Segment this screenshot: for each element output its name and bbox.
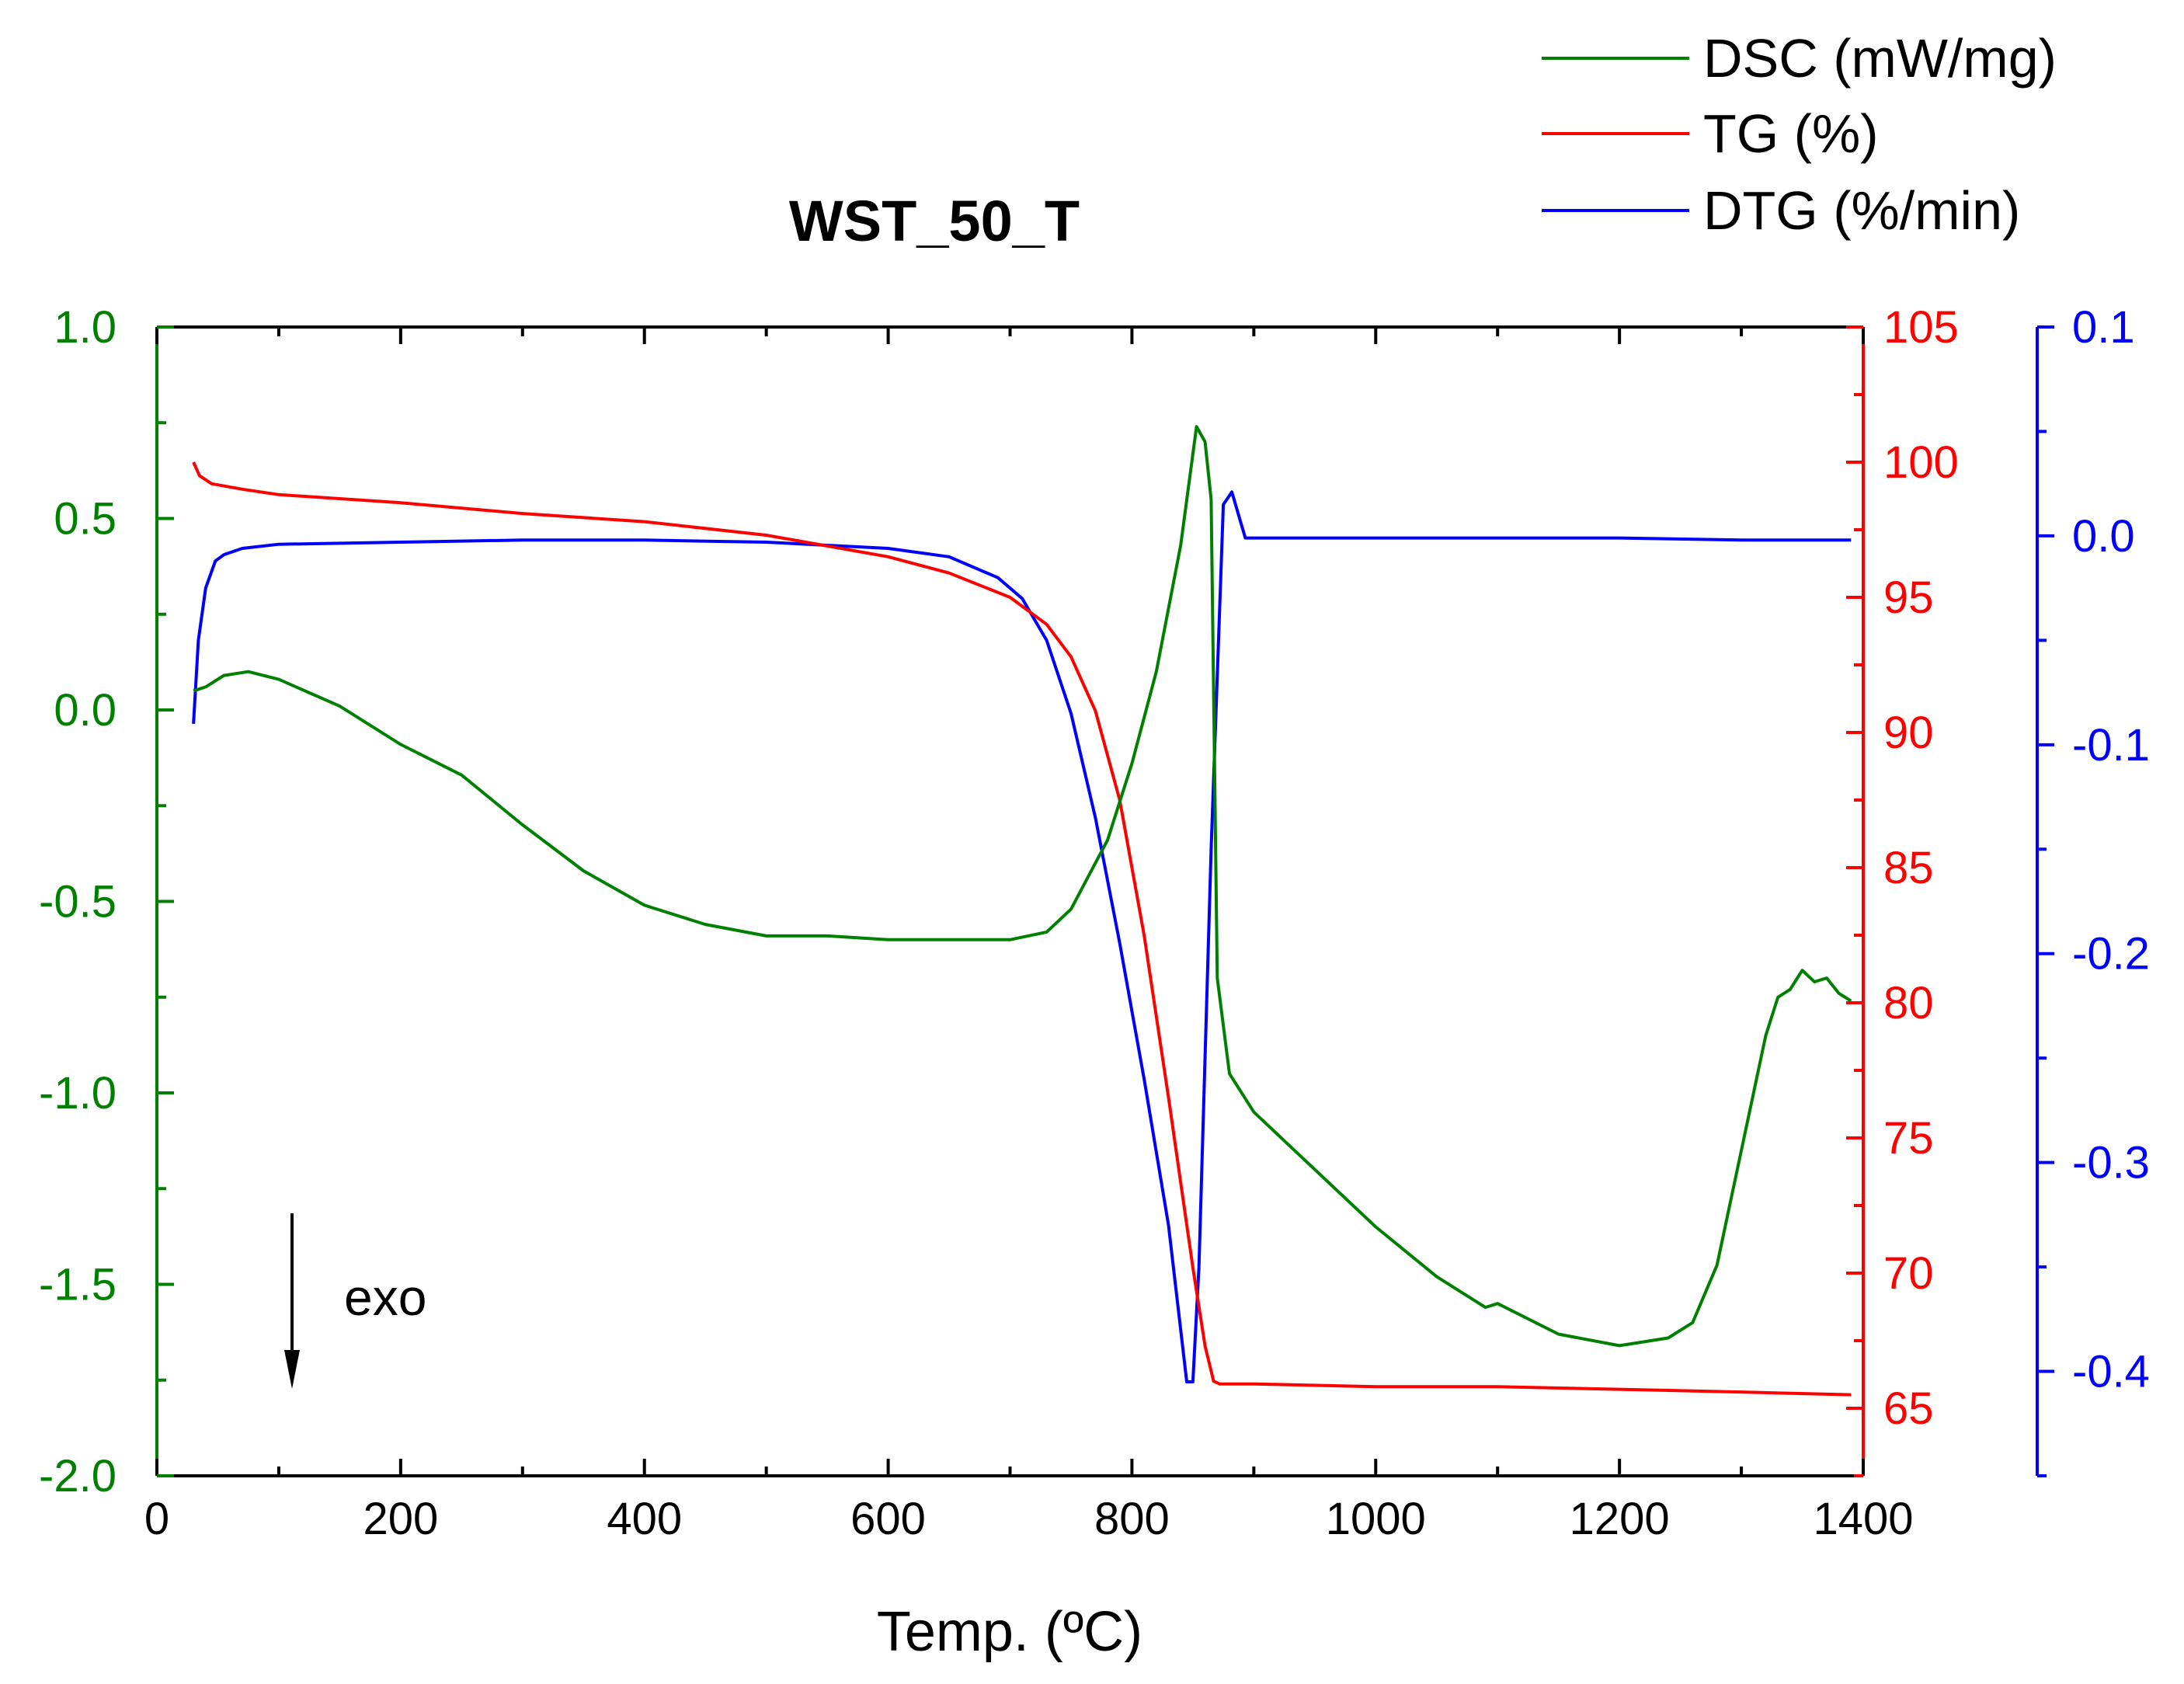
tg-tick-label: 70 (1883, 1248, 1934, 1299)
dtg-tick-label: 0.1 (2072, 302, 2135, 353)
dtg-tick-label: -0.2 (2072, 929, 2150, 979)
x-axis-ticks: 0 200 400 600 800 1000 1200 1400 (144, 327, 1914, 1544)
exo-annotation: exo (344, 1268, 426, 1326)
dsc-tick-label: -1.0 (39, 1068, 117, 1119)
x-tick-label: 200 (363, 1494, 438, 1544)
tg-tick-label: 100 (1883, 437, 1959, 488)
legend-label-dsc: DSC (mW/mg) (1703, 28, 2057, 89)
x-axis-label: Temp. (ºC) (877, 1601, 1142, 1663)
dtg-axis-ticks: -0.4 -0.3 -0.2 -0.1 0.0 0.1 (2037, 302, 2150, 1477)
series-line-dtg (192, 490, 1852, 1383)
series-line-tg (192, 461, 1852, 1397)
x-tick-label: 1000 (1326, 1494, 1426, 1544)
left-axis-ticks: -2.0 -1.5 -1.0 -0.5 0.0 0.5 1.0 (39, 302, 174, 1501)
dtg-tick-label: -0.1 (2072, 720, 2150, 771)
tg-tick-label: 90 (1883, 708, 1934, 758)
dsc-tick-label: -1.5 (39, 1260, 117, 1310)
tg-tick-label: 80 (1883, 978, 1934, 1028)
tg-tick-label: 95 (1883, 572, 1934, 623)
chart-title: WST_50_T (789, 189, 1080, 253)
dtg-tick-label: 0.0 (2072, 511, 2135, 562)
dtg-tick-label: -0.4 (2072, 1347, 2150, 1397)
tg-tick-label: 85 (1883, 843, 1934, 893)
dsc-tick-label: -0.5 (39, 877, 117, 927)
dsc-tick-label: 1.0 (54, 302, 117, 353)
tg-axis-ticks: 65 70 75 80 85 90 95 100 105 (1846, 302, 1959, 1477)
x-tick-label: 0 (144, 1494, 169, 1544)
dsc-tick-label: 0.0 (54, 685, 117, 736)
exo-arrow-icon (284, 1350, 300, 1389)
tg-tick-label: 65 (1883, 1383, 1934, 1434)
x-tick-label: 600 (850, 1494, 926, 1544)
x-tick-label: 800 (1094, 1494, 1170, 1544)
legend-label-tg: TG (%) (1703, 103, 1879, 164)
tg-tick-label: 105 (1883, 302, 1959, 353)
legend-label-dtg: DTG (%/min) (1703, 180, 2020, 241)
tg-tick-label: 75 (1883, 1113, 1934, 1164)
dsc-tick-label: -2.0 (39, 1451, 117, 1501)
legend: DSC (mW/mg) TG (%) DTG (%/min) (1542, 28, 2057, 241)
dtg-tick-label: -0.3 (2072, 1138, 2150, 1188)
dsc-tick-label: 0.5 (54, 494, 117, 545)
x-tick-label: 1400 (1813, 1494, 1913, 1544)
x-tick-label: 400 (607, 1494, 682, 1544)
series-line-dsc (193, 425, 1852, 1348)
x-tick-label: 1200 (1570, 1494, 1670, 1544)
